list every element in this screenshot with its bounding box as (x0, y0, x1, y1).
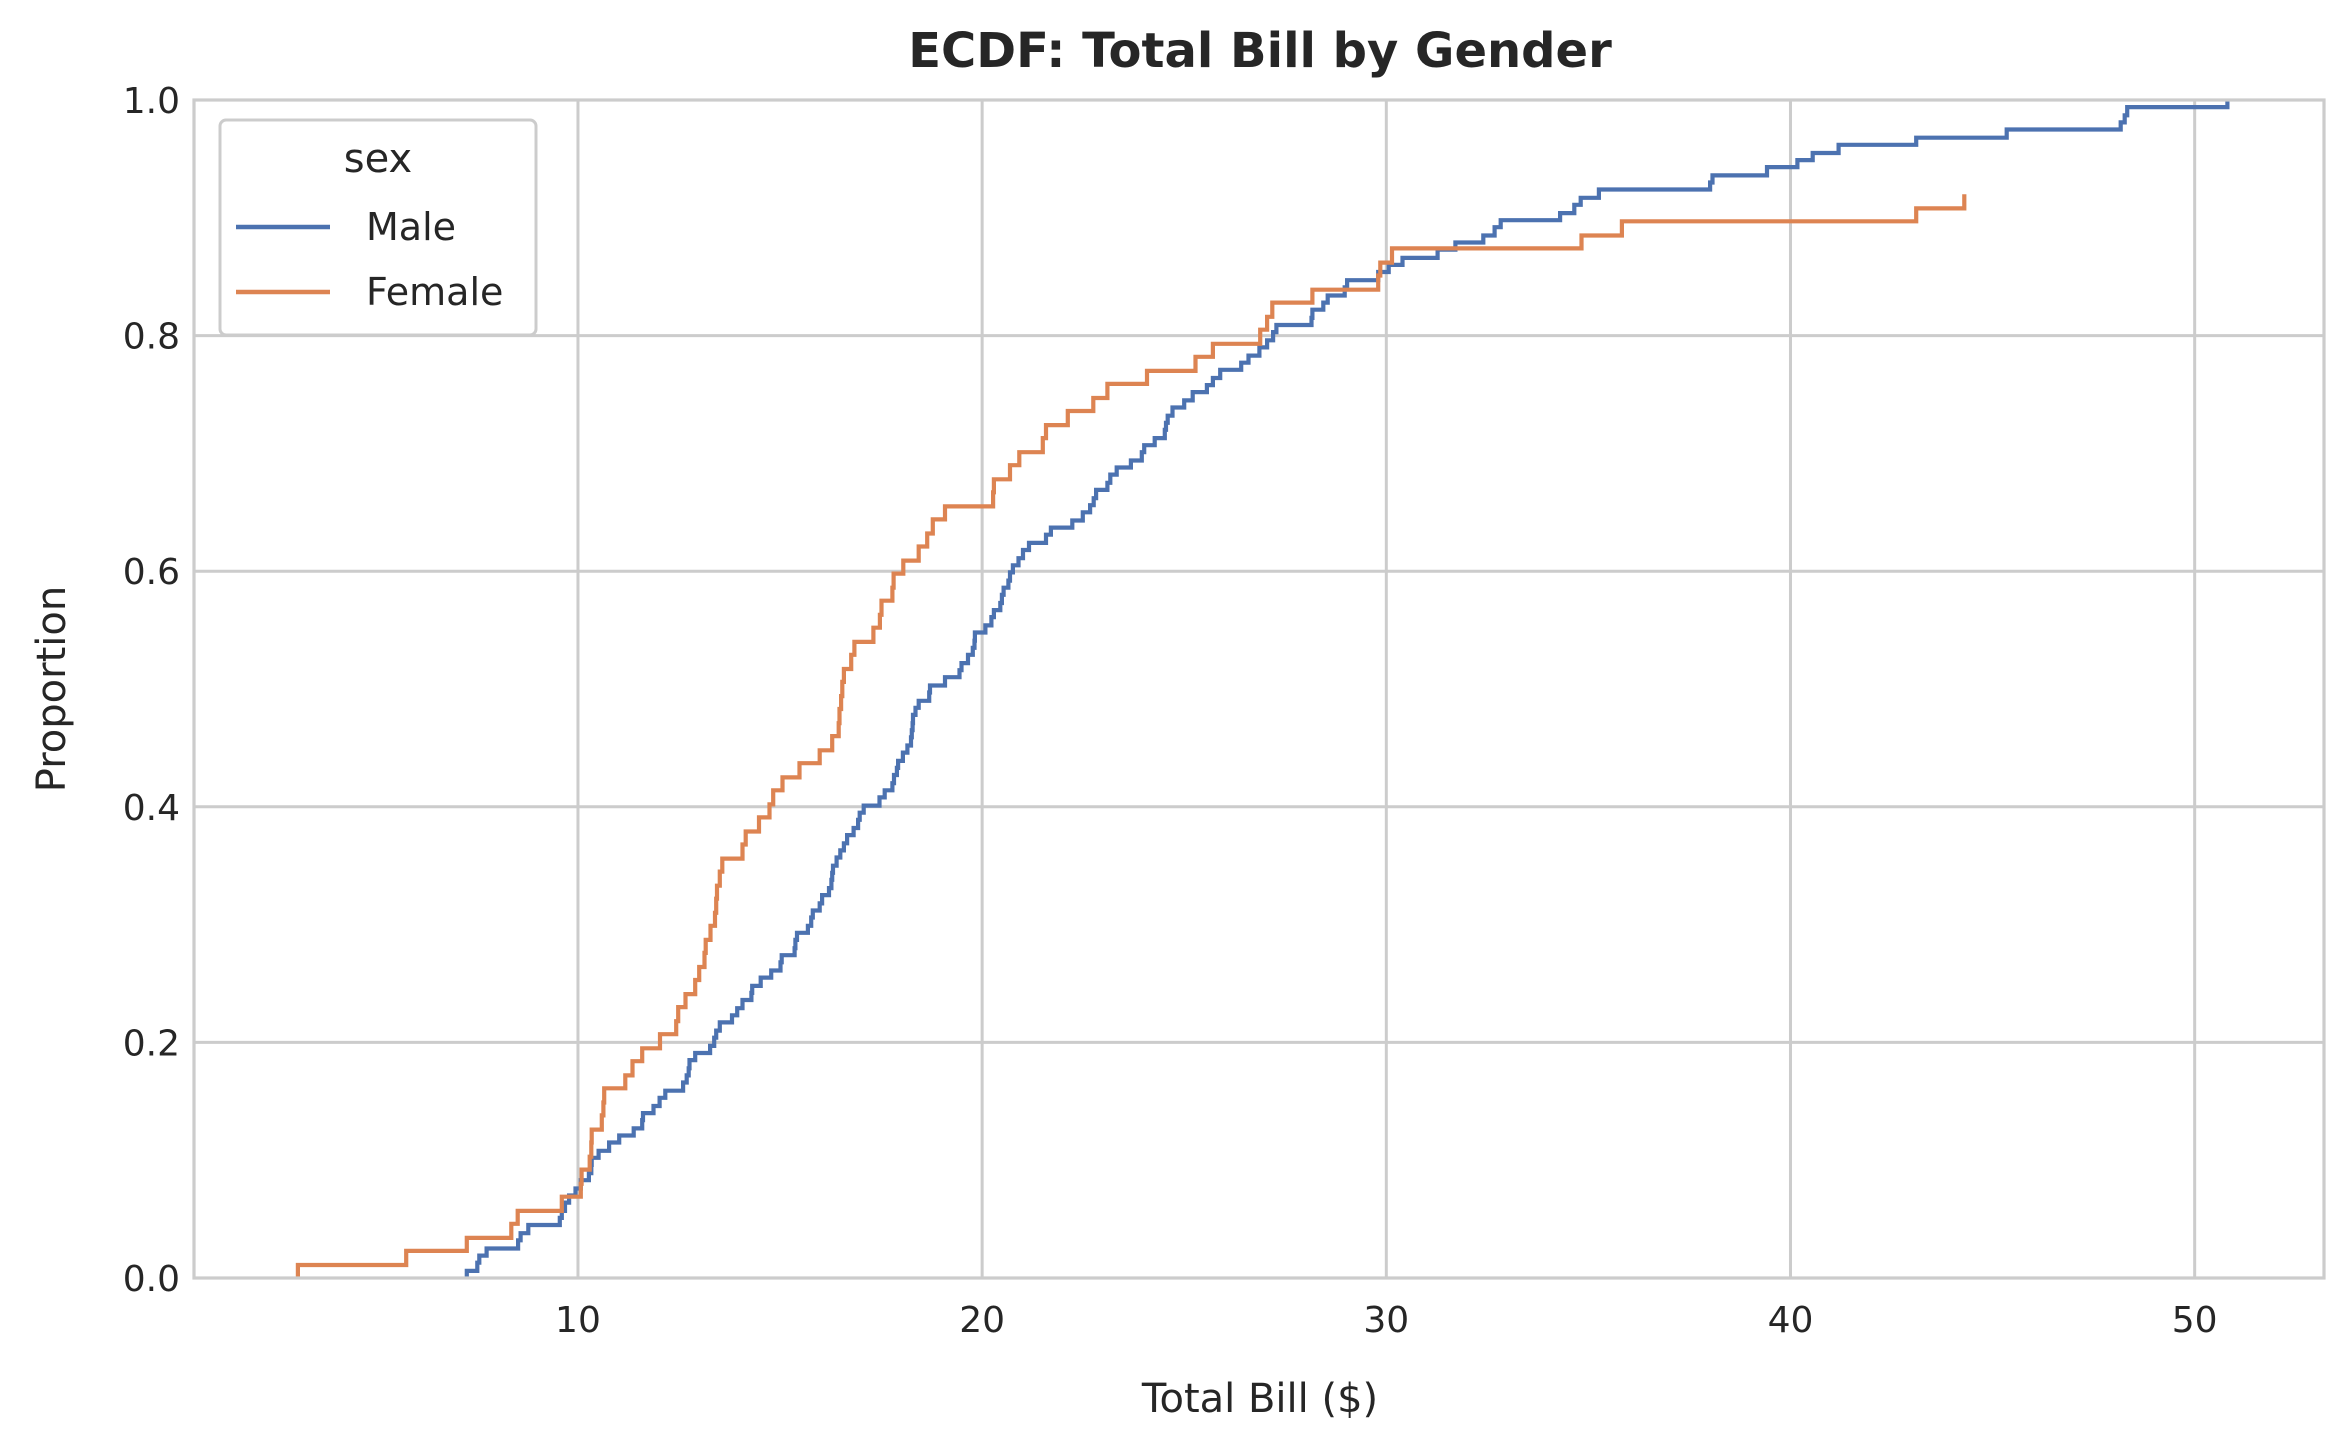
legend-label-male: Male (366, 205, 456, 249)
x-tick-label: 40 (1768, 1300, 1814, 1341)
y-tick-label: 0.0 (123, 1259, 180, 1300)
series-line-female (295, 194, 1967, 1278)
y-axis-label: Proportion (29, 586, 75, 792)
legend-title: sex (344, 136, 412, 182)
x-tick-label: 50 (2172, 1300, 2218, 1341)
y-tick-label: 0.6 (123, 552, 180, 593)
legend: sex Male Female (218, 118, 538, 337)
x-axis-ticks: 10 20 30 40 50 (555, 1300, 2218, 1341)
legend-frame (218, 118, 538, 337)
y-tick-label: 0.8 (123, 317, 180, 358)
y-tick-label: 0.4 (123, 788, 180, 829)
y-axis-ticks: 0.0 0.2 0.4 0.6 0.8 1.0 (123, 81, 180, 1300)
y-tick-label: 0.2 (123, 1023, 180, 1064)
x-tick-label: 30 (1363, 1300, 1409, 1341)
series-line-male (464, 100, 2230, 1278)
series-lines (295, 100, 2230, 1278)
plot-frame (192, 98, 2326, 1280)
x-axis-label: Total Bill ($) (1141, 1376, 1378, 1422)
legend-label-female: Female (366, 270, 503, 314)
x-tick-label: 10 (555, 1300, 601, 1341)
chart-title: ECDF: Total Bill by Gender (908, 23, 1612, 79)
y-tick-label: 1.0 (123, 81, 180, 122)
x-tick-label: 20 (959, 1300, 1005, 1341)
